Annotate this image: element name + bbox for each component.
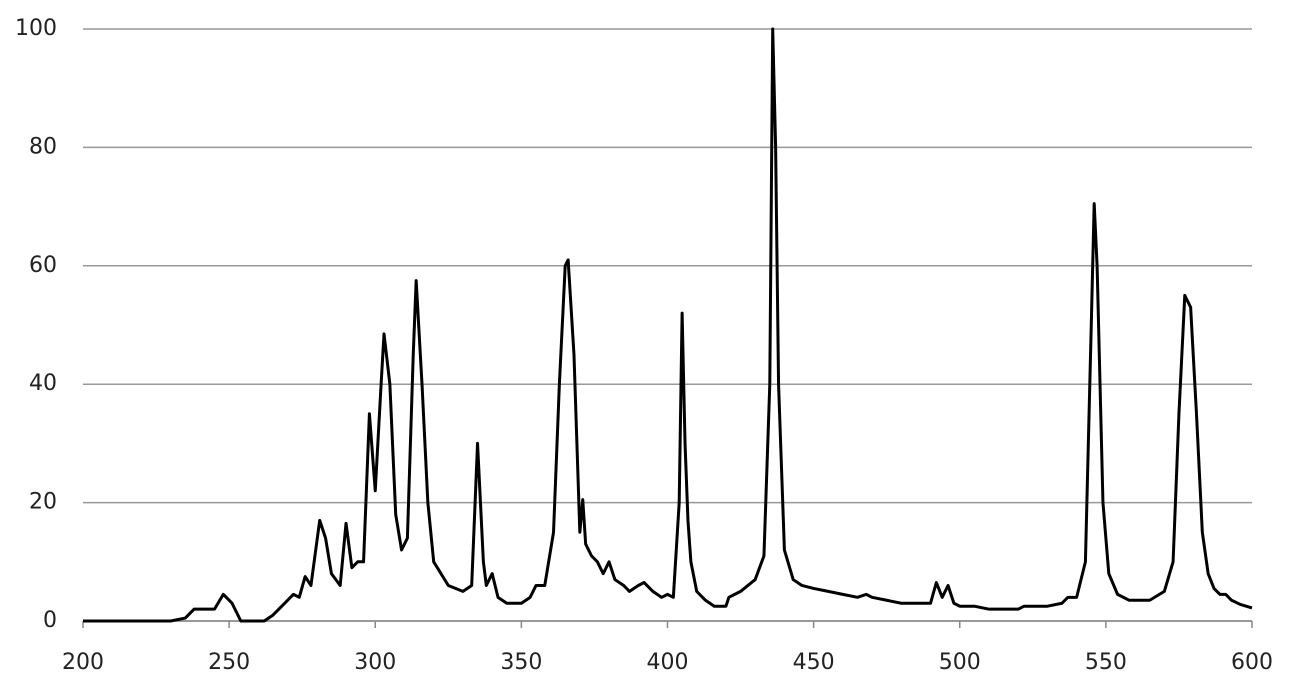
x-tick-label: 600 (1231, 650, 1273, 675)
y-tick-label: 0 (43, 608, 57, 633)
x-tick-label: 400 (647, 650, 689, 675)
x-tick-label: 200 (62, 650, 104, 675)
x-tick-label: 450 (793, 650, 835, 675)
x-tick-label: 550 (1085, 650, 1127, 675)
x-tick-label: 300 (354, 650, 396, 675)
line (83, 27, 1253, 623)
y-tick-label: 20 (29, 490, 57, 515)
y-tick-label: 80 (29, 134, 57, 159)
x-tick-label: 350 (500, 650, 542, 675)
x-tick-label: 250 (208, 650, 250, 675)
y-tick-label: 60 (29, 253, 57, 278)
y-tick-label: 100 (15, 16, 57, 41)
x-tick-label: 500 (939, 650, 981, 675)
y-tick-label: 40 (29, 371, 57, 396)
